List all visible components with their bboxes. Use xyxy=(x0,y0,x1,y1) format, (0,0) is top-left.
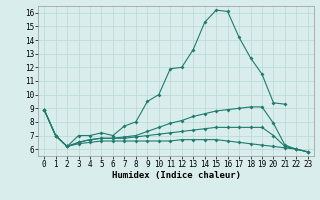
X-axis label: Humidex (Indice chaleur): Humidex (Indice chaleur) xyxy=(111,171,241,180)
